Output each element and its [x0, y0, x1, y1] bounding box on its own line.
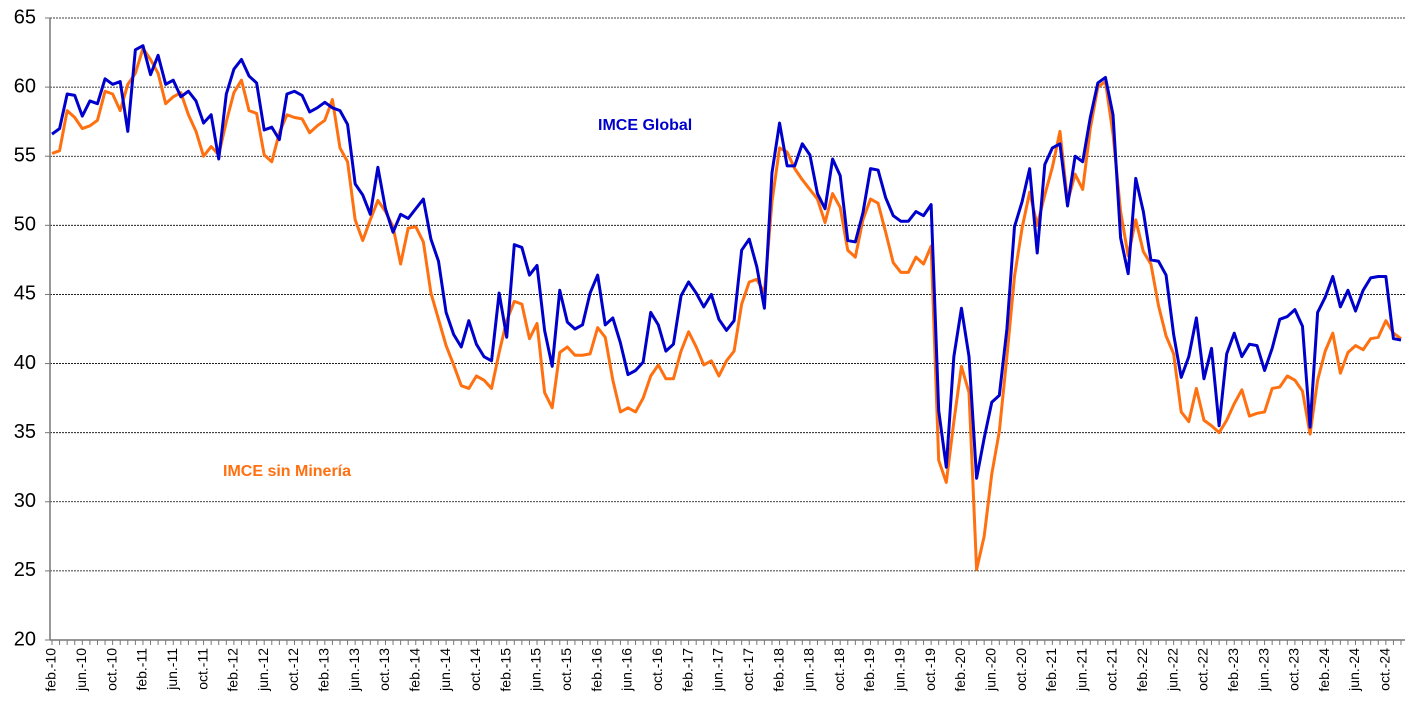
x-tick-label: oct.-19	[922, 648, 938, 691]
x-tick-label: jun.-14	[437, 648, 453, 692]
x-tick-label: oct.-17	[740, 648, 756, 691]
x-tick-label: jun.-20	[982, 648, 998, 692]
x-tick-label: feb.-12	[225, 648, 241, 692]
x-tick-label: feb.-10	[43, 648, 59, 692]
x-tick-label: jun.-21	[1073, 648, 1089, 692]
x-tick-label: feb.-21	[1043, 648, 1059, 692]
y-tick-label: 35	[14, 421, 36, 443]
series-annotation: IMCE Global	[598, 117, 692, 134]
x-tick-label: feb.-13	[316, 648, 332, 692]
x-tick-label: jun.-18	[801, 648, 817, 692]
series-line	[51, 44, 1402, 480]
x-tick-label: oct.-23	[1286, 648, 1302, 691]
x-tick-label: jun.-10	[73, 648, 89, 692]
x-tick-label: feb.-20	[952, 648, 968, 692]
y-tick-label: 60	[14, 75, 36, 97]
x-tick-label: jun.-17	[710, 648, 726, 692]
x-tick-label: oct.-24	[1377, 648, 1393, 691]
x-tick-label: feb.-15	[497, 648, 513, 692]
y-tick-label: 45	[14, 283, 36, 305]
x-tick-label: feb.-14	[406, 648, 422, 692]
y-tick-label: 25	[14, 559, 36, 581]
x-tick-label: oct.-15	[558, 648, 574, 691]
y-tick-label: 55	[14, 145, 36, 167]
x-tick-label: oct.-13	[376, 648, 392, 691]
x-tick-label: feb.-24	[1316, 648, 1332, 692]
x-tick-label: feb.-11	[134, 648, 150, 691]
series-annotation: IMCE sin Minería	[223, 463, 351, 480]
y-tick-label: 50	[14, 214, 36, 236]
y-tick-label: 65	[14, 6, 36, 28]
x-tick-label: feb.-17	[679, 648, 695, 692]
y-tick-label: 30	[14, 490, 36, 512]
x-tick-label: oct.-11	[194, 648, 210, 690]
x-tick-label: oct.-14	[467, 648, 483, 691]
x-tick-label: oct.-12	[285, 648, 301, 691]
y-tick-label: 40	[14, 352, 36, 374]
x-tick-label: feb.-23	[1225, 648, 1241, 692]
x-tick-label: jun.-11	[164, 648, 180, 691]
x-tick-label: feb.-18	[770, 648, 786, 692]
series-line	[51, 46, 1402, 572]
x-tick-label: oct.-10	[103, 648, 119, 691]
x-tick-label: oct.-20	[1013, 648, 1029, 691]
x-tick-label: feb.-22	[1134, 648, 1150, 692]
x-tick-label: jun.-19	[892, 648, 908, 692]
x-tick-label: jun.-12	[255, 648, 271, 692]
x-tick-label: oct.-16	[649, 648, 665, 691]
x-tick-label: feb.-19	[861, 648, 877, 692]
y-tick-label: 20	[14, 628, 36, 650]
x-tick-label: oct.-18	[831, 648, 847, 691]
x-tick-label: oct.-21	[1104, 648, 1120, 691]
x-tick-label: jun.-22	[1164, 648, 1180, 692]
x-tick-label: feb.-16	[588, 648, 604, 692]
x-tick-label: jun.-23	[1255, 648, 1271, 692]
x-tick-label: jun.-15	[528, 648, 544, 692]
x-tick-label: jun.-24	[1346, 648, 1362, 692]
x-tick-label: oct.-22	[1195, 648, 1211, 691]
x-tick-label: jun.-16	[619, 648, 635, 692]
x-tick-label: jun.-13	[346, 648, 362, 692]
